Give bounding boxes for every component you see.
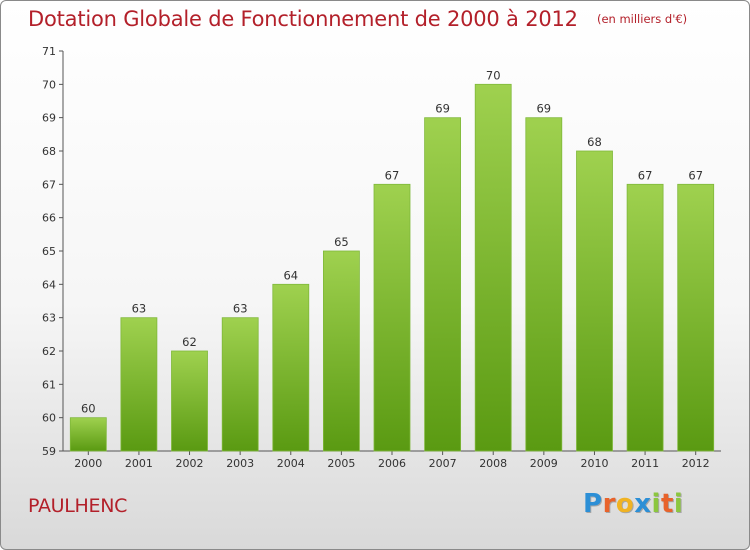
bar-value-label: 64 <box>283 268 298 282</box>
bar-value-label: 69 <box>536 102 551 116</box>
x-tick-label: 2007 <box>429 457 457 470</box>
x-tick-label: 2001 <box>125 457 153 470</box>
bar <box>626 183 664 452</box>
x-tick-label: 2011 <box>631 457 659 470</box>
logo-letter: o <box>615 489 635 519</box>
y-tick-label: 61 <box>42 378 56 391</box>
proxiti-logo: Proxiti <box>583 489 683 519</box>
logo-letter: x <box>634 489 652 519</box>
bar-value-label: 65 <box>334 235 349 249</box>
x-tick-label: 2009 <box>530 457 558 470</box>
x-tick-label: 2000 <box>74 457 102 470</box>
x-tick-label: 2010 <box>581 457 609 470</box>
logo-letter: r <box>602 489 616 519</box>
x-tick-label: 2004 <box>277 457 305 470</box>
bar <box>424 117 462 452</box>
bar-value-label: 67 <box>638 168 653 182</box>
title-row: Dotation Globale de Fonctionnement de 20… <box>28 7 687 37</box>
x-tick-label: 2002 <box>176 457 204 470</box>
bar <box>525 117 563 452</box>
bar-value-label: 68 <box>587 135 602 149</box>
chart-title: Dotation Globale de Fonctionnement de 20… <box>28 7 578 31</box>
logo-letter: i <box>673 489 684 519</box>
y-tick-label: 63 <box>42 312 56 325</box>
y-tick-label: 65 <box>42 245 56 258</box>
bar-value-label: 63 <box>233 302 248 316</box>
bar-value-label: 69 <box>435 102 450 116</box>
bar <box>272 283 310 452</box>
x-tick-label: 2008 <box>479 457 507 470</box>
logo-letter: P <box>583 489 603 519</box>
y-tick-label: 71 <box>42 45 56 58</box>
bar-labels: 60 63 62 63 64 65 67 69 70 69 68 67 67 <box>81 68 703 415</box>
y-tick-label: 70 <box>42 78 56 91</box>
x-tick-label: 2005 <box>327 457 355 470</box>
x-tick-label: 2012 <box>682 457 710 470</box>
bar-value-label: 67 <box>688 168 703 182</box>
bar <box>576 150 613 452</box>
bar-value-label: 70 <box>486 68 501 82</box>
logo-letter: i <box>651 489 661 519</box>
bar <box>322 250 360 452</box>
bar-value-label: 67 <box>385 168 400 182</box>
y-tick-label: 59 <box>42 445 56 458</box>
y-tick-label: 60 <box>42 412 56 425</box>
y-tick-label: 68 <box>42 145 56 158</box>
bar <box>221 317 259 452</box>
bars <box>69 83 715 452</box>
bar-value-label: 63 <box>132 302 147 316</box>
place-name: PAULHENC <box>28 495 128 517</box>
bar <box>677 183 715 452</box>
bar <box>373 183 411 452</box>
bar <box>69 417 107 452</box>
bar-value-label: 60 <box>81 402 96 416</box>
logo-letter: t <box>660 489 674 519</box>
bar <box>474 83 512 452</box>
bar-value-label: 62 <box>182 335 197 349</box>
y-tick-label: 69 <box>42 112 56 125</box>
bar <box>120 317 158 452</box>
bar <box>171 350 208 452</box>
axes: 59 60 61 62 63 64 65 66 67 68 69 70 71 2000 2001 2002 20… <box>42 45 721 470</box>
y-tick-label: 64 <box>42 278 56 291</box>
x-tick-label: 2003 <box>226 457 254 470</box>
y-tick-label: 67 <box>42 178 56 191</box>
y-tick-label: 62 <box>42 345 56 358</box>
unit-note: (en milliers d'€) <box>596 12 688 26</box>
x-tick-label: 2006 <box>378 457 406 470</box>
y-tick-label: 66 <box>42 212 56 225</box>
